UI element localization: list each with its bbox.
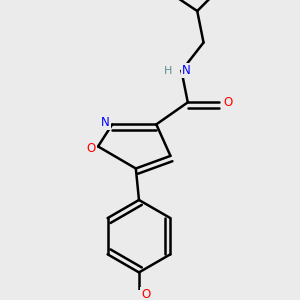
Text: N: N xyxy=(182,64,190,77)
Text: O: O xyxy=(86,142,96,154)
Text: O: O xyxy=(141,288,151,300)
Text: N: N xyxy=(101,116,110,129)
Text: O: O xyxy=(224,96,233,109)
Text: H: H xyxy=(164,66,172,76)
